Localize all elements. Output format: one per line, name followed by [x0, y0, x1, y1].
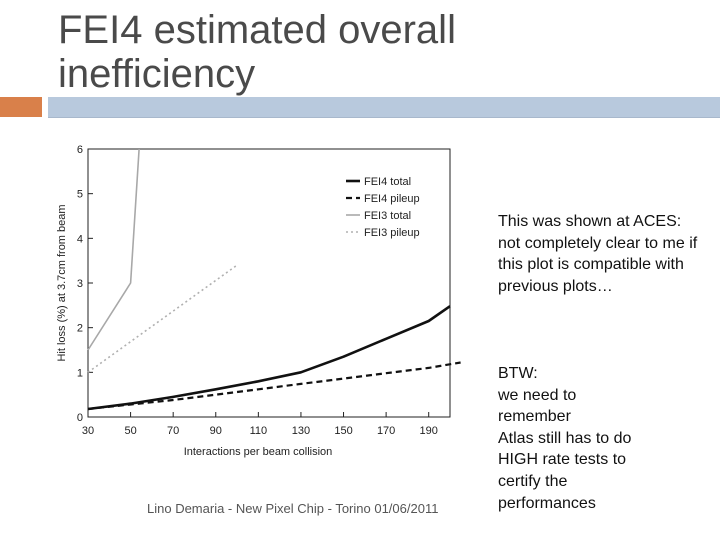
legend-label: FEI4 pileup — [364, 193, 420, 205]
y-tick-label: 0 — [77, 412, 83, 424]
x-tick-label: 50 — [124, 425, 136, 437]
y-tick-label: 4 — [77, 233, 83, 245]
legend-label: FEI3 pileup — [364, 227, 420, 239]
x-tick-label: 70 — [167, 425, 179, 437]
title-accent-blue — [48, 97, 720, 117]
title-underline — [48, 117, 720, 118]
legend-label: FEI3 total — [364, 210, 411, 222]
series-line-3 — [87, 264, 238, 373]
side-note-line: Atlas still has to do — [498, 429, 632, 447]
side-note-line: BTW: — [498, 365, 538, 382]
plot-frame — [87, 148, 451, 418]
y-tick-label: 5 — [77, 189, 83, 201]
x-axis-label: Interactions per beam collision — [184, 446, 333, 458]
x-tick-label: 170 — [377, 425, 395, 437]
x-tick-label: 190 — [420, 425, 438, 437]
slide-footer: Lino Demaria - New Pixel Chip - Torino 0… — [147, 501, 439, 516]
side-note-line: remember — [498, 408, 571, 426]
x-tick-label: 150 — [334, 425, 352, 437]
series-line-2 — [87, 148, 140, 351]
x-tick-label: 90 — [210, 425, 222, 437]
legend-label: FEI4 total — [364, 176, 411, 188]
y-tick-label: 1 — [77, 367, 83, 379]
series-line-0 — [87, 305, 451, 411]
x-tick-label: 130 — [292, 425, 310, 437]
x-tick-label: 110 — [250, 425, 268, 437]
side-note-line: performances — [498, 494, 596, 512]
side-note-btw: BTW: we need to remember Atlas still has… — [498, 363, 698, 514]
y-tick-label: 3 — [77, 278, 83, 290]
y-tick-label: 6 — [77, 144, 83, 156]
side-note-line: HIGH rate tests to — [498, 451, 627, 469]
title-accent-orange — [0, 97, 42, 117]
y-tick-label: 2 — [77, 323, 83, 335]
side-note-line: certify the — [498, 472, 568, 490]
side-note-line: we need to — [498, 386, 577, 404]
side-note-aces: This was shown at ACES: not completely c… — [498, 213, 698, 295]
hit-loss-chart: 0 1 2 3 4 5 6 30 50 70 90 110 130 150 170 190 FEI4 tot… — [56, 144, 461, 458]
series-line-1 — [87, 361, 461, 411]
slide-title: FEI4 estimated overall inefficiency — [58, 8, 456, 96]
y-axis-label: Hit loss (%) at 3.7cm from beam — [56, 204, 68, 361]
x-tick-label: 30 — [82, 425, 94, 437]
